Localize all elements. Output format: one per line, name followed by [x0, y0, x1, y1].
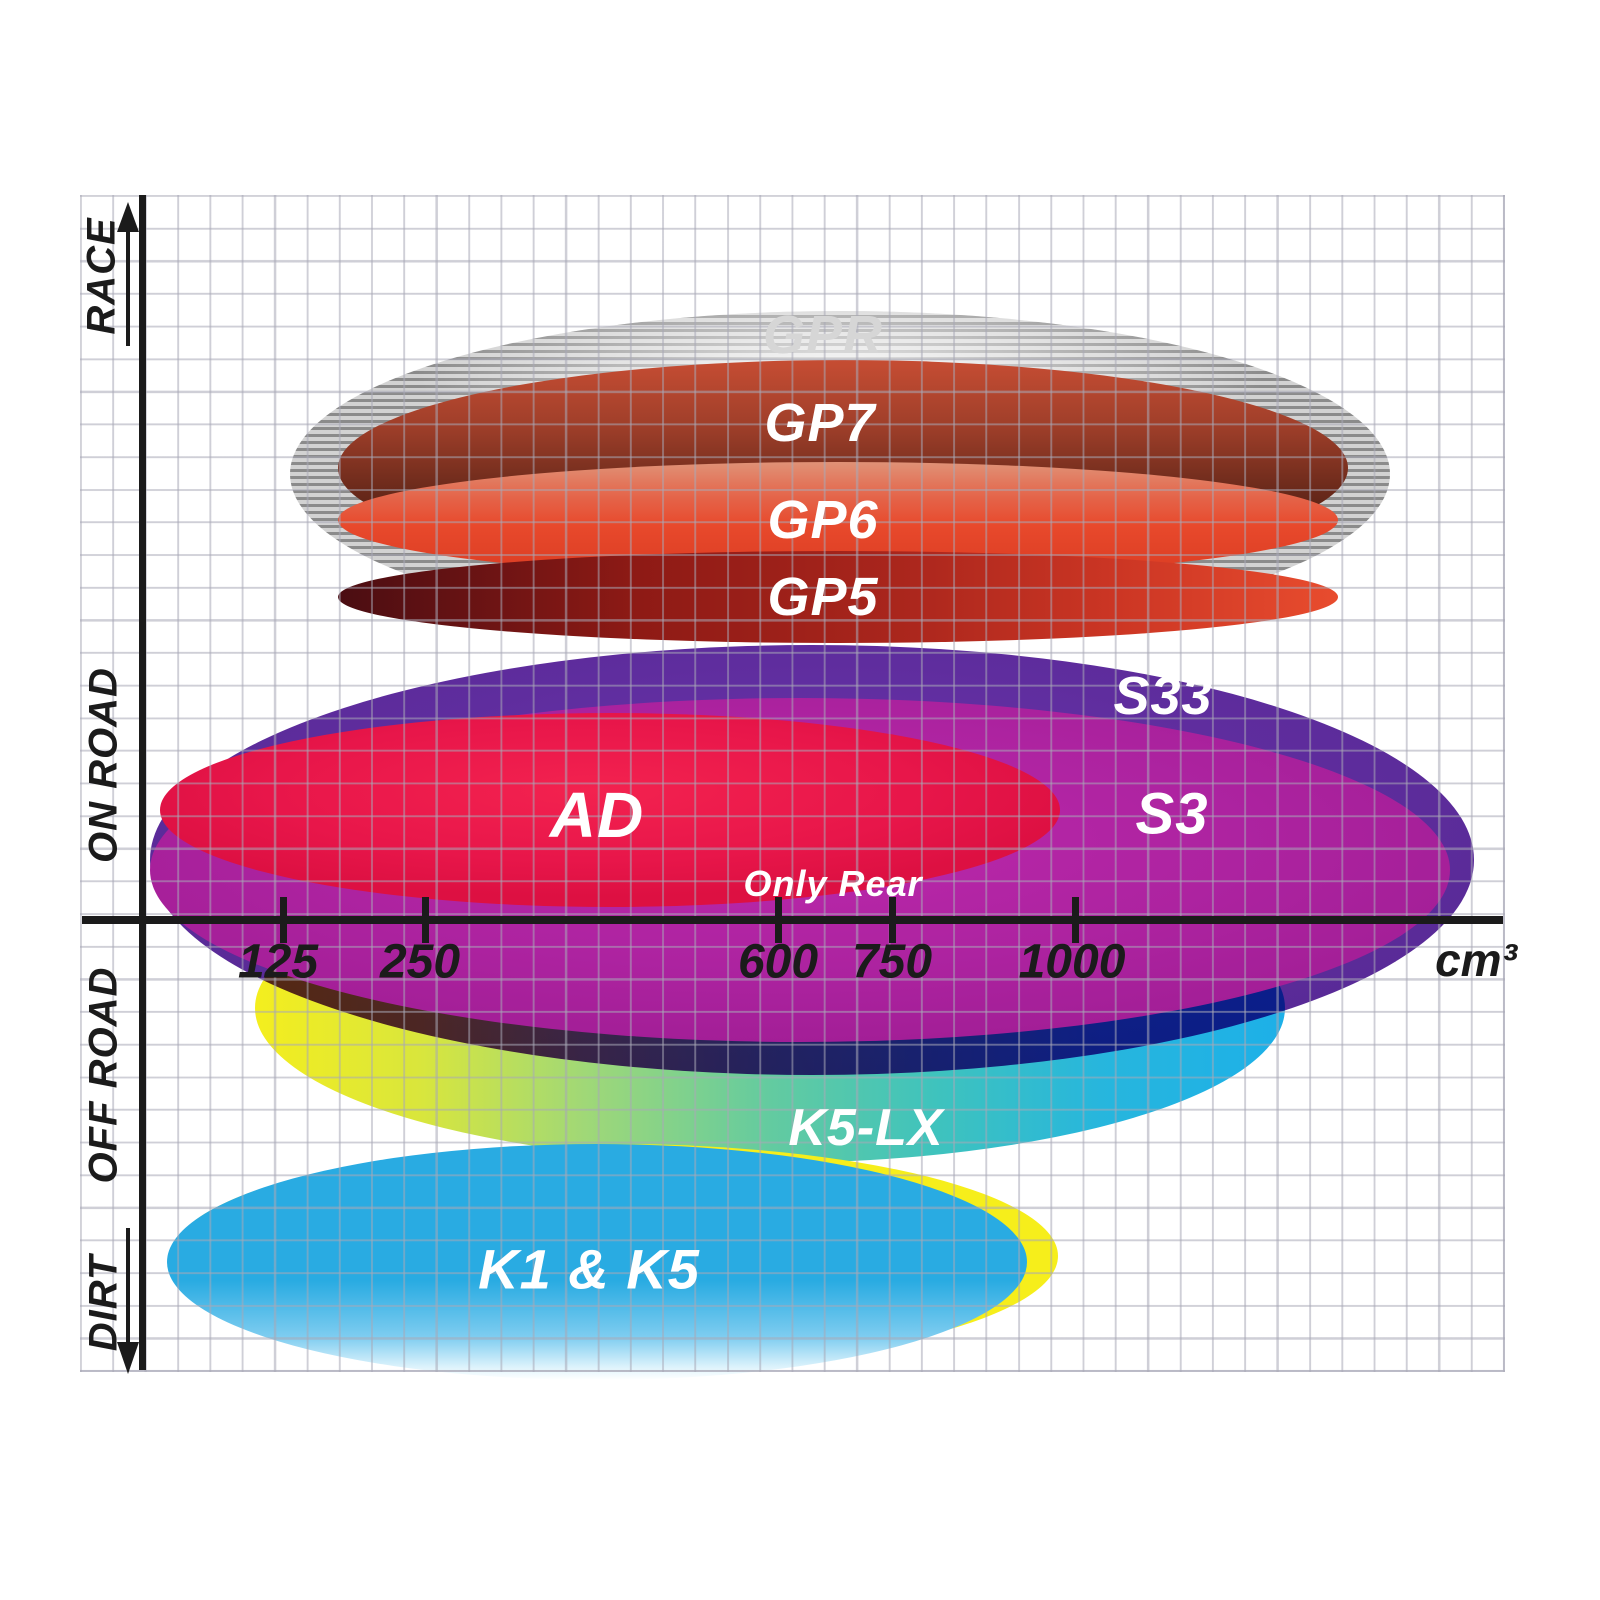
- zone-label-dirt: DIRT: [81, 1254, 126, 1352]
- region-label-gpr: GPR: [762, 305, 884, 365]
- region-label-ad: AD: [549, 779, 645, 851]
- region-label-gp7: GP7: [764, 393, 876, 453]
- region-label-k1k5: K1 & K5: [478, 1237, 700, 1301]
- region-label-gp6: GP6: [767, 490, 879, 550]
- zone-label-race: RACE: [79, 217, 124, 335]
- dirt-arrow-shaft: [126, 1228, 130, 1344]
- region-label-k5lx: K5-LX: [788, 1099, 944, 1157]
- y-axis-line: [139, 195, 146, 1370]
- x-axis-line: [82, 916, 1503, 924]
- x-tick-label-750: 750: [851, 935, 933, 989]
- region-note-only-rear: Only Rear: [743, 863, 923, 904]
- region-label-s3: S3: [1135, 781, 1209, 847]
- x-tick-label-1000: 1000: [1018, 935, 1126, 989]
- x-axis-unit-label: cm³: [1435, 934, 1517, 986]
- zone-label-off-road: OFF ROAD: [81, 966, 126, 1184]
- zone-label-on-road: ON ROAD: [81, 667, 126, 863]
- region-label-s33: S33: [1113, 666, 1213, 726]
- x-tick-label-125: 125: [237, 935, 319, 989]
- x-tick-label-250: 250: [379, 935, 461, 989]
- race-arrow-shaft: [126, 228, 130, 346]
- region-label-gp5: GP5: [767, 567, 879, 627]
- x-tick-label-600: 600: [737, 935, 819, 989]
